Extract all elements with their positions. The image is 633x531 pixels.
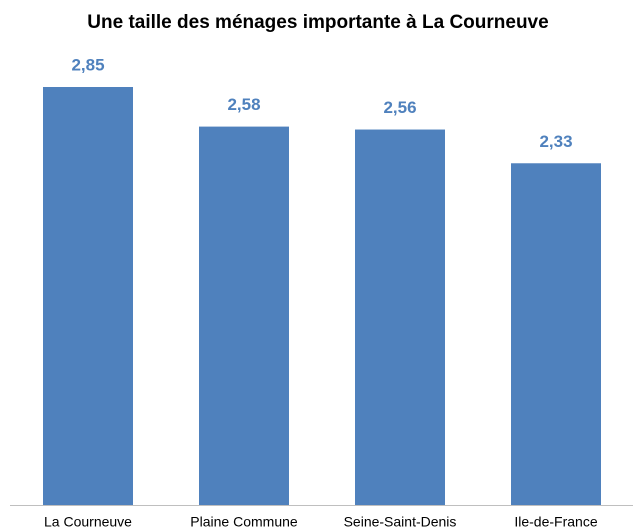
bar <box>43 87 133 505</box>
bar <box>199 126 289 505</box>
value-label: 2,85 <box>71 55 104 74</box>
value-label: 2,33 <box>539 132 572 151</box>
x-tick-label: Plaine Commune <box>190 514 298 530</box>
x-tick-label: Seine-Saint-Denis <box>344 514 457 530</box>
value-label: 2,56 <box>383 98 416 117</box>
value-label: 2,58 <box>227 95 260 114</box>
x-tick-label: Ile-de-France <box>514 514 597 530</box>
bar <box>511 163 601 505</box>
x-tick-label: La Courneuve <box>44 514 132 530</box>
bar <box>355 129 445 506</box>
chart-title: Une taille des ménages importante à La C… <box>87 12 548 33</box>
